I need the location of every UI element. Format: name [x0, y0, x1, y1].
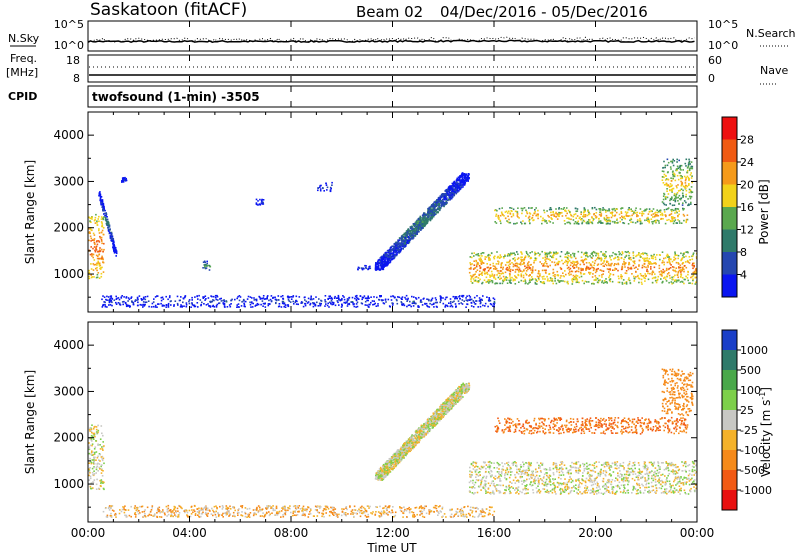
nsky-line — [87, 39, 695, 44]
noise-left-label: N.Sky — [8, 32, 40, 45]
power-colorbar-tick: 4 — [740, 269, 747, 282]
colorbar-swatch — [722, 430, 737, 450]
power-data-group — [88, 158, 697, 308]
freq-tick-top: 18 — [66, 54, 80, 67]
cpid-label: CPID — [8, 90, 37, 103]
region-echo-04:30 — [202, 260, 212, 271]
x-tick-label: 00:00 — [71, 526, 106, 540]
velocity-colorbar-tick: -500 — [740, 464, 765, 477]
region-echo-09:20 — [317, 181, 333, 193]
colorbar-swatch — [722, 350, 737, 370]
nave-tick-bottom: 0 — [708, 72, 715, 85]
velocity-colorbar: 1000 500 100 25 -25 -100 -500 -1000 — [721, 329, 772, 511]
velocity-colorbar-tick: -100 — [740, 444, 765, 457]
power-colorbar-tick: 28 — [740, 134, 754, 147]
colorbar-swatch — [722, 117, 737, 140]
region-upper-band — [494, 206, 689, 225]
colorbar-swatch — [722, 252, 737, 275]
velocity-colorbar-tick: 100 — [740, 384, 761, 397]
noise-left-bottom-tick: 10^0 — [54, 39, 84, 52]
colorbar-swatch — [722, 274, 737, 297]
region-ground-clutter-band — [102, 504, 496, 518]
region-late-high-range — [661, 158, 694, 207]
velocity-colorbar-tick: 1000 — [740, 344, 768, 357]
power-colorbar-tick: 24 — [740, 156, 754, 169]
x-tick-label: 16:00 — [477, 526, 512, 540]
colorbar-swatch — [722, 229, 737, 252]
range-tick-label: 1000 — [53, 477, 84, 491]
freq-label-1: Freq. — [10, 52, 37, 65]
velocity-ylabel: Slant Range [km] — [23, 370, 37, 474]
site-title: Saskatoon (fitACF) — [90, 0, 247, 20]
region-descending-oblique-trace — [374, 172, 470, 271]
date-range: 04/Dec/2016 - 05/Dec/2016 — [440, 3, 648, 21]
beam-label: Beam 02 — [356, 3, 423, 21]
colorbar-swatch — [722, 330, 737, 350]
range-tick-label: 1000 — [53, 267, 84, 281]
power-colorbar-tick: 8 — [740, 246, 747, 259]
x-tick-label: 00:00 — [680, 526, 715, 540]
range-tick-label: 3000 — [53, 384, 84, 398]
region-early-near-range-band — [88, 213, 105, 280]
colorbar-swatch — [722, 470, 737, 490]
region-early-oblique-rise — [98, 191, 118, 257]
region-main-1-hop-band — [468, 250, 697, 285]
range-tick-label: 2000 — [53, 431, 84, 445]
region-late-high-range — [661, 368, 694, 417]
colorbar-swatch — [722, 450, 737, 470]
velocity-colorbar-tick: -25 — [740, 424, 758, 437]
freq-label-2: [MHz] — [6, 66, 38, 79]
colorbar-swatch — [722, 410, 737, 430]
x-tick-label: 20:00 — [578, 526, 613, 540]
velocity-colorbar-label: Velocity [m s-1] — [758, 387, 773, 477]
noise-right-bottom-tick: 10^0 — [708, 39, 738, 52]
colorbar-swatch — [722, 490, 737, 510]
colorbar-swatch — [722, 139, 737, 162]
nave-tick-top: 60 — [708, 54, 722, 67]
power-yticks-group: 1000 2000 3000 4000 — [53, 128, 697, 298]
power-colorbar-tick: 20 — [740, 179, 754, 192]
x-tick-label: 04:00 — [172, 526, 207, 540]
region-early-near-range-band — [88, 424, 105, 491]
cpid-mode-text: twofsound (1-min) -3505 — [92, 90, 260, 104]
velocity-colorbar-tick: -1000 — [740, 484, 772, 497]
velocity-colorbar-tick: 500 — [740, 364, 761, 377]
nave-label: Nave — [760, 64, 788, 77]
power-colorbar-label: Power [dB] — [757, 179, 771, 244]
velocity-data-group — [88, 368, 697, 518]
range-tick-label: 4000 — [53, 128, 84, 142]
x-tick-label: 08:00 — [274, 526, 309, 540]
colorbar-swatch — [722, 184, 737, 207]
power-colorbar-tick: 12 — [740, 224, 754, 237]
velocity-colorbar-tick: 25 — [740, 404, 754, 417]
region-descending-oblique-trace — [374, 382, 471, 481]
freq-tick-bottom: 8 — [73, 72, 80, 85]
colorbar-swatch — [722, 162, 737, 185]
colorbar-swatch — [722, 390, 737, 410]
range-tick-label: 2000 — [53, 221, 84, 235]
power-colorbar: 4 8 12 16 20 24 28 — [721, 116, 754, 298]
x-axis-label: Time UT — [366, 541, 417, 554]
region-main-1-hop-band — [468, 460, 697, 495]
region-echo-11:00 — [357, 264, 372, 271]
region-upper-band — [494, 416, 689, 435]
noise-right-top-tick: 10^5 — [708, 18, 738, 31]
velocity-yticks-group: 1000 2000 3000 4000 — [53, 338, 697, 508]
range-tick-label: 3000 — [53, 174, 84, 188]
region-echo-01:45-02:00 — [121, 176, 128, 183]
noise-right-label: N.Search — [746, 27, 796, 40]
power-ylabel: Slant Range [km] — [23, 160, 37, 264]
region-echo-06:50 — [255, 198, 265, 206]
range-tick-label: 4000 — [53, 338, 84, 352]
noise-left-top-tick: 10^5 — [54, 18, 84, 31]
region-ground-clutter-band — [101, 294, 496, 308]
colorbar-swatch — [722, 207, 737, 230]
noise-series-group — [87, 36, 695, 44]
power-colorbar-tick: 16 — [740, 201, 754, 214]
x-tick-label: 12:00 — [375, 526, 410, 540]
x-axis-ticks: 00:00 04:00 08:00 12:00 16:00 20:00 00:00 — [71, 21, 715, 540]
colorbar-swatch — [722, 370, 737, 390]
